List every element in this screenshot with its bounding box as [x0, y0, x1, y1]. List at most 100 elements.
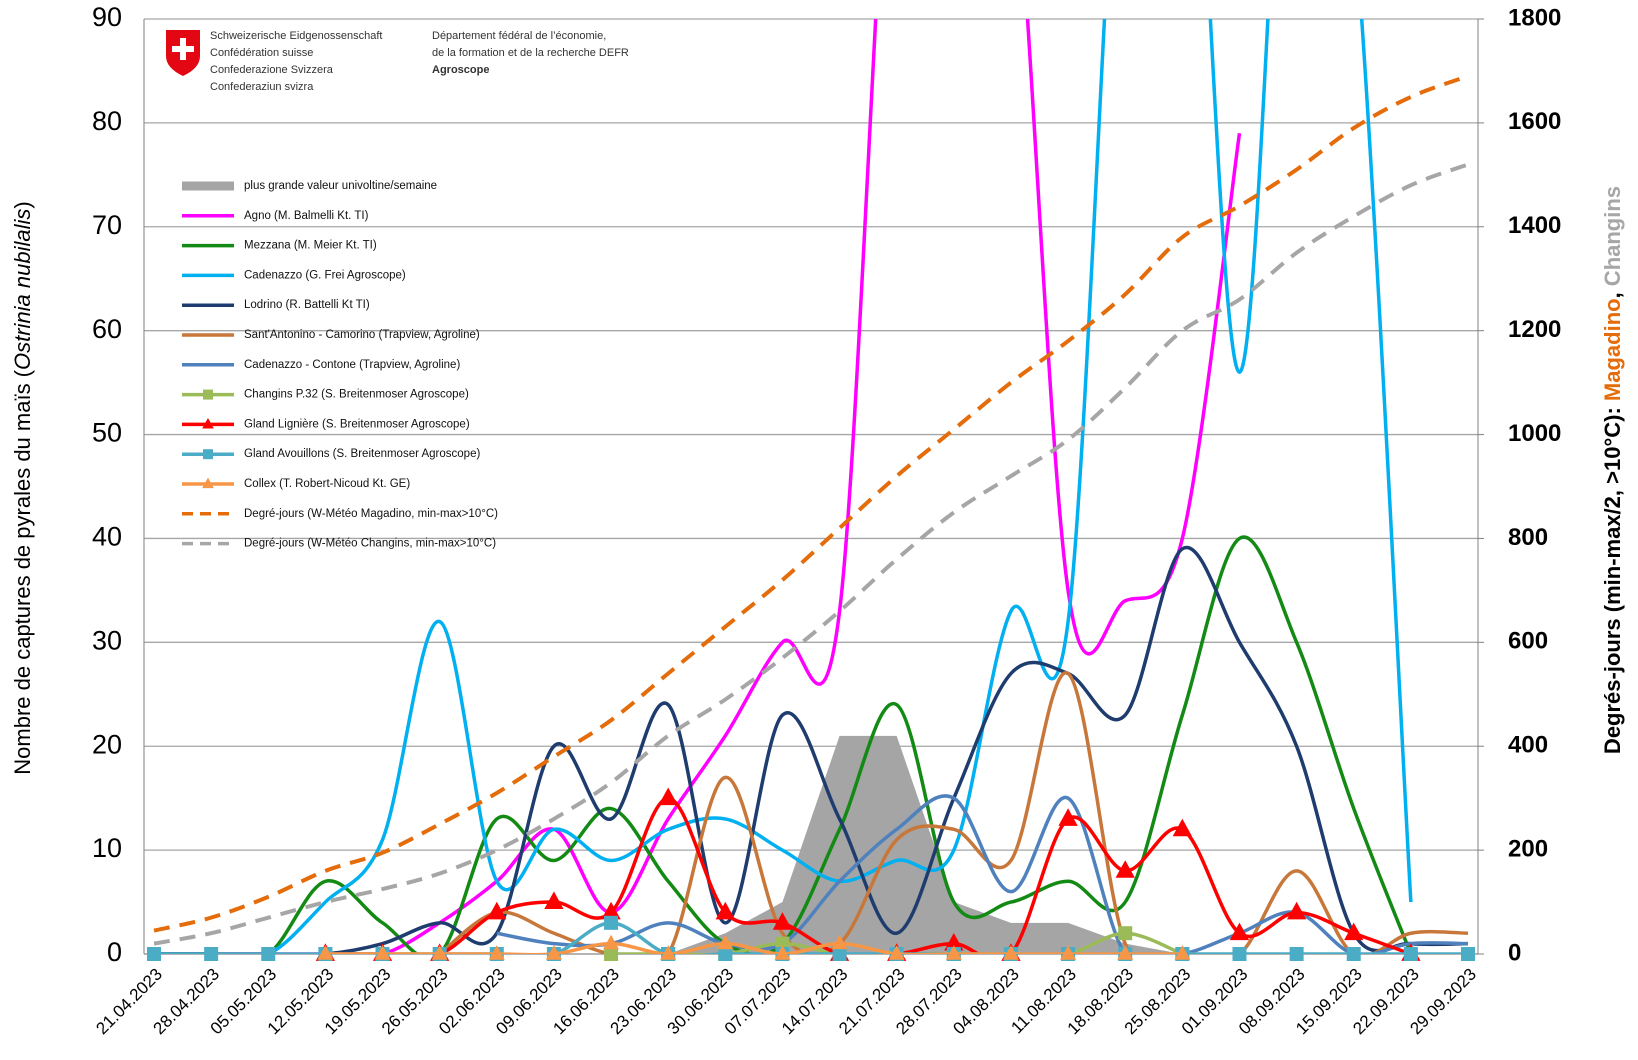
series-line: [325, 941, 1183, 954]
point-marker: [718, 947, 733, 961]
series-line: [325, 796, 1412, 954]
legend-label: Degré-jours (W-Météo Changins, min-max>1…: [244, 538, 496, 550]
point-marker: [717, 934, 734, 950]
legend-label: Lodrino (R. Battelli Kt TI): [244, 299, 370, 311]
point-marker: [715, 901, 735, 920]
y-tick-label: 50: [92, 418, 122, 448]
legend-label: Changins P.32 (S. Breitenmoser Agroscope…: [244, 389, 469, 401]
legend-label: Collex (T. Robert-Nicoud Kt. GE): [244, 478, 410, 490]
point-marker: [604, 915, 619, 930]
y-tick-label: 30: [92, 625, 122, 655]
y-axis-title: Nombre de captures de pyrales du maïs (O…: [10, 201, 35, 774]
y2-tick-label: 800: [1508, 524, 1548, 551]
point-marker: [1058, 808, 1078, 826]
y2-tick-label: 400: [1508, 732, 1548, 759]
y-axis-title-part: ): [10, 201, 35, 208]
y-tick-label: 60: [92, 314, 122, 344]
series-line: [154, 19, 1413, 954]
y-axis-title-part: Ostrinia nubilalis: [10, 209, 35, 370]
point-marker: [1461, 947, 1475, 961]
point-marker: [1172, 818, 1192, 837]
point-marker: [431, 945, 448, 960]
legend-label: Gland Avouillons (S. Breitenmoser Agrosc…: [244, 448, 480, 460]
point-marker: [1403, 947, 1418, 961]
point-marker: [772, 912, 793, 930]
point-marker: [831, 934, 848, 950]
legend-marker: [203, 389, 213, 400]
point-marker: [1229, 922, 1250, 941]
point-marker: [1060, 945, 1077, 960]
point-marker: [945, 945, 962, 960]
header-text: Confederaziun svizra: [210, 81, 314, 93]
point-marker: [1174, 945, 1191, 960]
y-tick-label: 20: [92, 729, 122, 759]
y2-axis-title-part: ,: [1600, 286, 1625, 298]
y2-tick-label: 1400: [1508, 212, 1561, 239]
y2-tick-label: 0: [1508, 939, 1521, 966]
y2-tick-label: 1600: [1508, 108, 1561, 135]
y2-axis-title-part: Changins: [1600, 186, 1625, 286]
y-tick-label: 0: [107, 937, 122, 967]
point-marker: [1115, 860, 1135, 878]
y2-axis-title-part: Magadino: [1600, 298, 1625, 401]
series-line: [154, 535, 1413, 954]
flag-cross: [172, 46, 194, 52]
legend-label: Sant'Antonino - Camorino (Trapview, Agro…: [244, 329, 480, 341]
point-marker: [1346, 947, 1361, 961]
area: [154, 735, 1183, 954]
point-marker: [544, 891, 564, 909]
header-text: de la formation et de la recherche DEFR: [432, 47, 629, 59]
y2-axis-title: Degrés-jours (min-max/2, >10°C): Magadin…: [1600, 186, 1625, 754]
y2-axis-title-part: Degrés-jours (min-max/2, >10°C):: [1600, 401, 1625, 754]
point-marker: [1002, 945, 1019, 960]
point-marker: [1286, 901, 1307, 920]
legend-marker: [203, 449, 213, 460]
point-marker: [374, 945, 391, 960]
legend-label: plus grande valeur univoltine/semaine: [244, 180, 437, 192]
y-tick-label: 10: [92, 833, 122, 863]
point-marker: [660, 945, 677, 960]
header-text: Confederazione Svizzera: [210, 64, 334, 76]
legend-label: Cadenazzo (G. Frei Agroscope): [244, 269, 406, 281]
point-marker: [888, 945, 905, 960]
point-marker: [1118, 926, 1133, 941]
header-text: Département fédéral de l’économie,: [432, 30, 606, 42]
point-marker: [147, 947, 161, 961]
header-text: Schweizerische Eidgenossenschaft: [210, 30, 382, 42]
point-marker: [317, 945, 334, 960]
y2-tick-label: 600: [1508, 628, 1548, 655]
series-line: [154, 545, 1469, 954]
header-text: Agroscope: [432, 64, 489, 76]
series-line: [153, 74, 1469, 933]
legend-marker: [202, 477, 214, 489]
y-tick-label: 40: [92, 522, 122, 552]
header-logo: Schweizerische Eidgenossenschaft Confédé…: [166, 30, 629, 93]
point-marker: [603, 934, 620, 950]
y-tick-label: 90: [92, 2, 122, 32]
point-marker: [204, 947, 219, 961]
point-marker: [487, 901, 507, 920]
legend-label: Agno (M. Balmelli Kt. TI): [244, 210, 369, 222]
y2-tick-label: 1000: [1508, 420, 1561, 447]
point-marker: [1344, 922, 1364, 941]
legend-label: Cadenazzo - Contone (Trapview, Agroline): [244, 359, 460, 371]
point-marker: [488, 945, 505, 960]
y-tick-label: 70: [92, 210, 122, 240]
legend-label: Mezzana (M. Meier Kt. TI): [244, 240, 377, 252]
series-line: [611, 931, 1184, 954]
y2-tick-label: 200: [1508, 835, 1548, 862]
y2-tick-label: 1800: [1508, 4, 1561, 31]
y-axis-title-part: Nombre de captures de pyrales du maïs (: [10, 369, 35, 774]
point-marker: [774, 945, 791, 960]
legend-label: Degré-jours (W-Météo Magadino, min-max>1…: [244, 508, 498, 520]
series-line: [438, 671, 1469, 954]
point-marker: [604, 947, 619, 961]
point-marker: [1232, 947, 1247, 961]
point-marker: [261, 947, 276, 961]
point-marker: [658, 787, 678, 806]
point-marker: [1117, 945, 1134, 960]
point-marker: [832, 947, 847, 961]
header-text: Confédération suisse: [210, 47, 313, 59]
y2-tick-label: 1200: [1508, 316, 1561, 343]
